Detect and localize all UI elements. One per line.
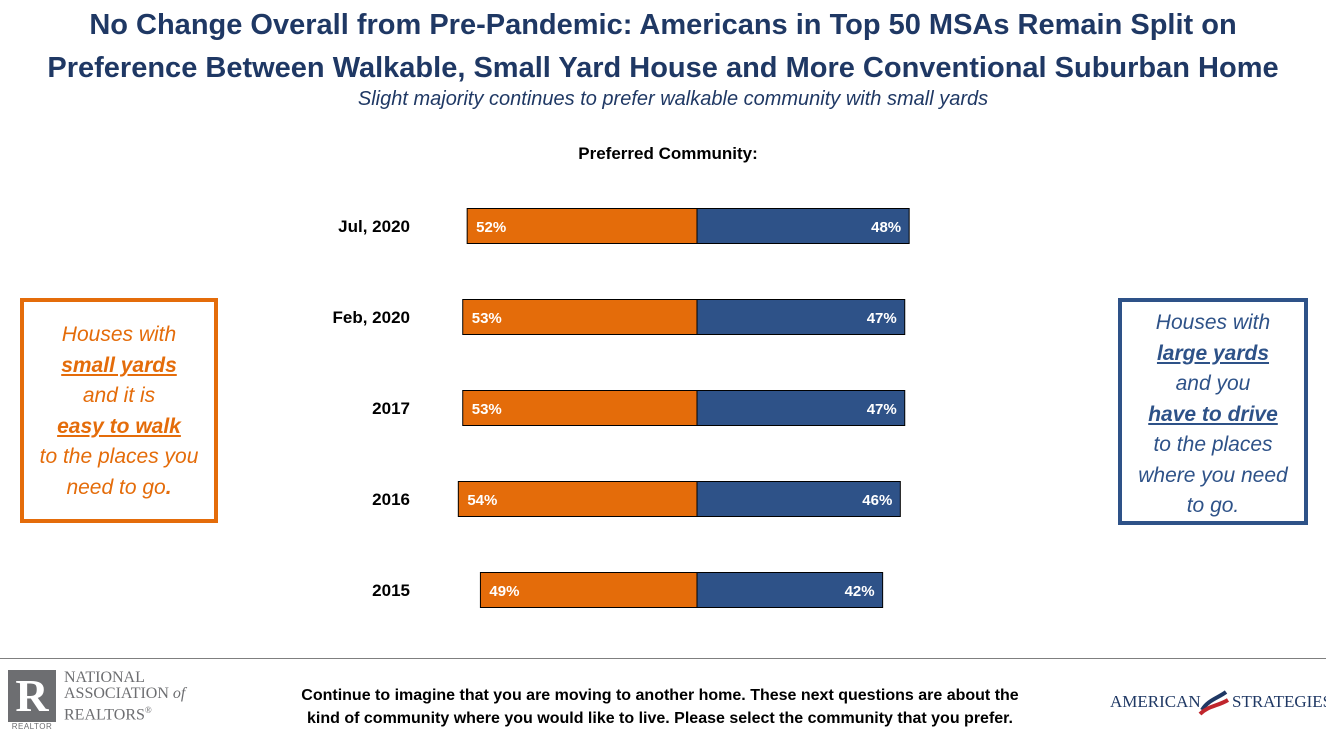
nar-registered-mark: ®: [144, 705, 152, 715]
large-yards-line-3: and you: [1175, 372, 1251, 395]
small-yards-line-5: to the places you: [39, 445, 199, 468]
large-yards-line-7: to go.: [1186, 494, 1240, 517]
realtor-logo-subtext: REALTOR: [11, 722, 53, 731]
bar-small-yards: [466, 208, 698, 244]
nar-line-2-wrap: ASSOCIATION of: [64, 686, 224, 702]
have-to-drive-emphasis: have to drive: [1148, 402, 1278, 426]
american-strategies-logo-right: STRATEGIES: [1232, 692, 1326, 711]
category-label: Jul, 2020: [338, 217, 410, 236]
data-label-large-yards: 47%: [867, 401, 897, 418]
nar-of: of: [172, 685, 186, 702]
easy-to-walk-emphasis: easy to walk: [57, 414, 181, 438]
data-label-small-yards: 52%: [476, 219, 506, 236]
data-label-small-yards: 49%: [489, 583, 519, 600]
large-yards-description-box: Houses with large yards and you have to …: [1118, 298, 1308, 525]
small-yards-line-3: and it is: [82, 384, 156, 407]
small-yards-emphasis: small yards: [61, 353, 177, 377]
american-strategies-logo-left: AMERICAN: [1110, 692, 1201, 711]
category-label: Feb, 2020: [333, 308, 411, 327]
small-yards-line-6-period: .: [165, 475, 172, 499]
category-label: 2015: [372, 581, 410, 600]
bar-large-yards: [696, 572, 884, 608]
chart-title: Preferred Community:: [578, 144, 758, 163]
page-title: No Change Overall from Pre-Pandemic: Ame…: [0, 4, 1326, 90]
stacked-bar-chart: Jul, 2020 52% 48% Feb, 2020 53% 47% 2017 53% 47%…: [333, 208, 910, 608]
nar-line-2: ASSOCIATION: [64, 685, 169, 702]
footnote-line-2: kind of community where you would like t…: [307, 710, 1013, 727]
bar-small-yards: [457, 481, 698, 517]
data-label-small-yards: 53%: [472, 401, 502, 418]
data-label-large-yards: 47%: [867, 310, 897, 327]
data-label-small-yards: 54%: [467, 492, 497, 509]
large-yards-line-5: to the places: [1153, 433, 1273, 456]
page-subtitle: Slight majority continues to prefer walk…: [357, 88, 989, 110]
realtor-logo-mark: R: [15, 670, 49, 721]
small-yards-line-6: need to go: [66, 475, 166, 499]
bar-large-yards: [696, 390, 906, 426]
bar-large-yards: [696, 299, 906, 335]
large-yards-line-1: Houses with: [1155, 311, 1271, 334]
survey-question-footnote: Continue to imagine that you are moving …: [240, 684, 1080, 730]
large-yards-line-6: where you need: [1138, 463, 1288, 487]
bar-large-yards: [696, 481, 901, 517]
bar-small-yards: [462, 299, 698, 335]
title-line-2: Preference Between Walkable, Small Yard …: [47, 52, 1279, 84]
bar-small-yards: [479, 572, 698, 608]
nar-logo-text: NATIONAL ASSOCIATION of REALTORS®: [64, 670, 224, 723]
bar-large-yards: [696, 208, 910, 244]
large-yards-emphasis: large yards: [1156, 341, 1270, 365]
realtor-logo-icon: R: [8, 670, 56, 722]
nar-line-3: REALTORS: [64, 706, 145, 724]
data-label-large-yards: 42%: [845, 583, 875, 600]
data-label-small-yards: 53%: [472, 310, 502, 327]
footer-divider: [0, 658, 1326, 659]
nar-line-1: NATIONAL: [64, 669, 145, 686]
footnote-line-1: Continue to imagine that you are moving …: [301, 687, 1019, 704]
data-label-large-yards: 46%: [862, 492, 892, 509]
nar-line-3-wrap: REALTORS®: [64, 702, 224, 723]
category-label: 2017: [372, 399, 410, 418]
title-line-1: No Change Overall from Pre-Pandemic: Ame…: [89, 9, 1237, 41]
bar-small-yards: [462, 390, 698, 426]
small-yards-line-1: Houses with: [61, 323, 177, 346]
small-yards-description-box: Houses with small yards and it is easy t…: [20, 298, 218, 523]
category-label: 2016: [372, 490, 410, 509]
small-yards-line-6-wrap: need to go.: [24, 473, 214, 504]
data-label-large-yards: 48%: [871, 219, 901, 236]
american-strategies-flag-icon: [1198, 690, 1230, 716]
